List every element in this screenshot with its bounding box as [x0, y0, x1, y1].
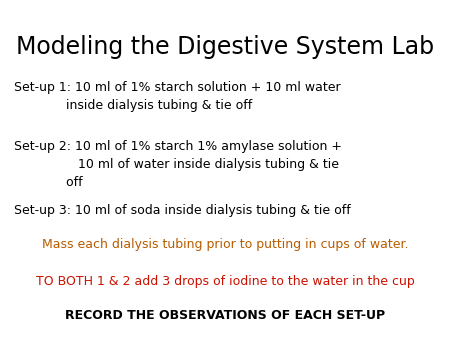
Text: Set-up 2: 10 ml of 1% starch 1% amylase solution +
                10 ml of wate: Set-up 2: 10 ml of 1% starch 1% amylase …: [14, 140, 342, 189]
Text: Set-up 1: 10 ml of 1% starch solution + 10 ml water
             inside dialysis: Set-up 1: 10 ml of 1% starch solution + …: [14, 81, 340, 112]
Text: Set-up 3: 10 ml of soda inside dialysis tubing & tie off: Set-up 3: 10 ml of soda inside dialysis …: [14, 204, 350, 217]
Text: Modeling the Digestive System Lab: Modeling the Digestive System Lab: [16, 35, 434, 59]
Text: TO BOTH 1 & 2 add 3 drops of iodine to the water in the cup: TO BOTH 1 & 2 add 3 drops of iodine to t…: [36, 275, 414, 288]
Text: Mass each dialysis tubing prior to putting in cups of water.: Mass each dialysis tubing prior to putti…: [42, 238, 408, 251]
Text: RECORD THE OBSERVATIONS OF EACH SET-UP: RECORD THE OBSERVATIONS OF EACH SET-UP: [65, 309, 385, 322]
